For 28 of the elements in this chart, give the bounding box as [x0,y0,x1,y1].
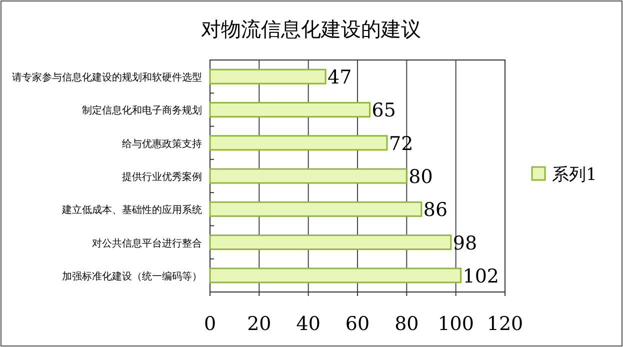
y-tick-label: 制定信息化和电子商务规划 [82,104,202,117]
chart-title: 对物流信息化建设的建议 [201,17,421,41]
data-label: 65 [372,100,396,122]
bar [209,201,422,217]
data-label: 86 [423,199,448,222]
x-tick-label: 60 [345,313,370,335]
bar [209,135,388,151]
bar [209,234,452,250]
y-tick-label: 建立低成本、基础性的应用系统 [61,204,202,216]
x-tick-label: 40 [296,313,320,335]
bar [209,268,462,284]
bar [209,102,371,118]
x-tick-label: 120 [486,313,524,335]
x-tick-label: 20 [247,313,272,335]
data-label: 80 [408,166,433,188]
x-tick-label: 0 [204,313,216,335]
y-tick-label: 请专家参与信息化建设的规划和软硬件选型 [12,72,202,84]
y-tick-label: 给与优惠政策支持 [122,138,202,150]
bar [209,168,408,184]
data-label: 102 [462,265,500,288]
data-label: 47 [328,66,352,89]
x-tick-label: 100 [438,313,474,335]
bar [209,68,326,84]
y-tick-label: 提供行业优秀案例 [122,171,202,183]
legend-label: 系列1 [552,165,597,185]
x-tick-label: 80 [394,313,419,335]
y-tick-label: 加强标准化建设（统一编码等） [62,270,202,282]
y-tick-label: 对公共信息平台进行整合 [92,237,202,250]
